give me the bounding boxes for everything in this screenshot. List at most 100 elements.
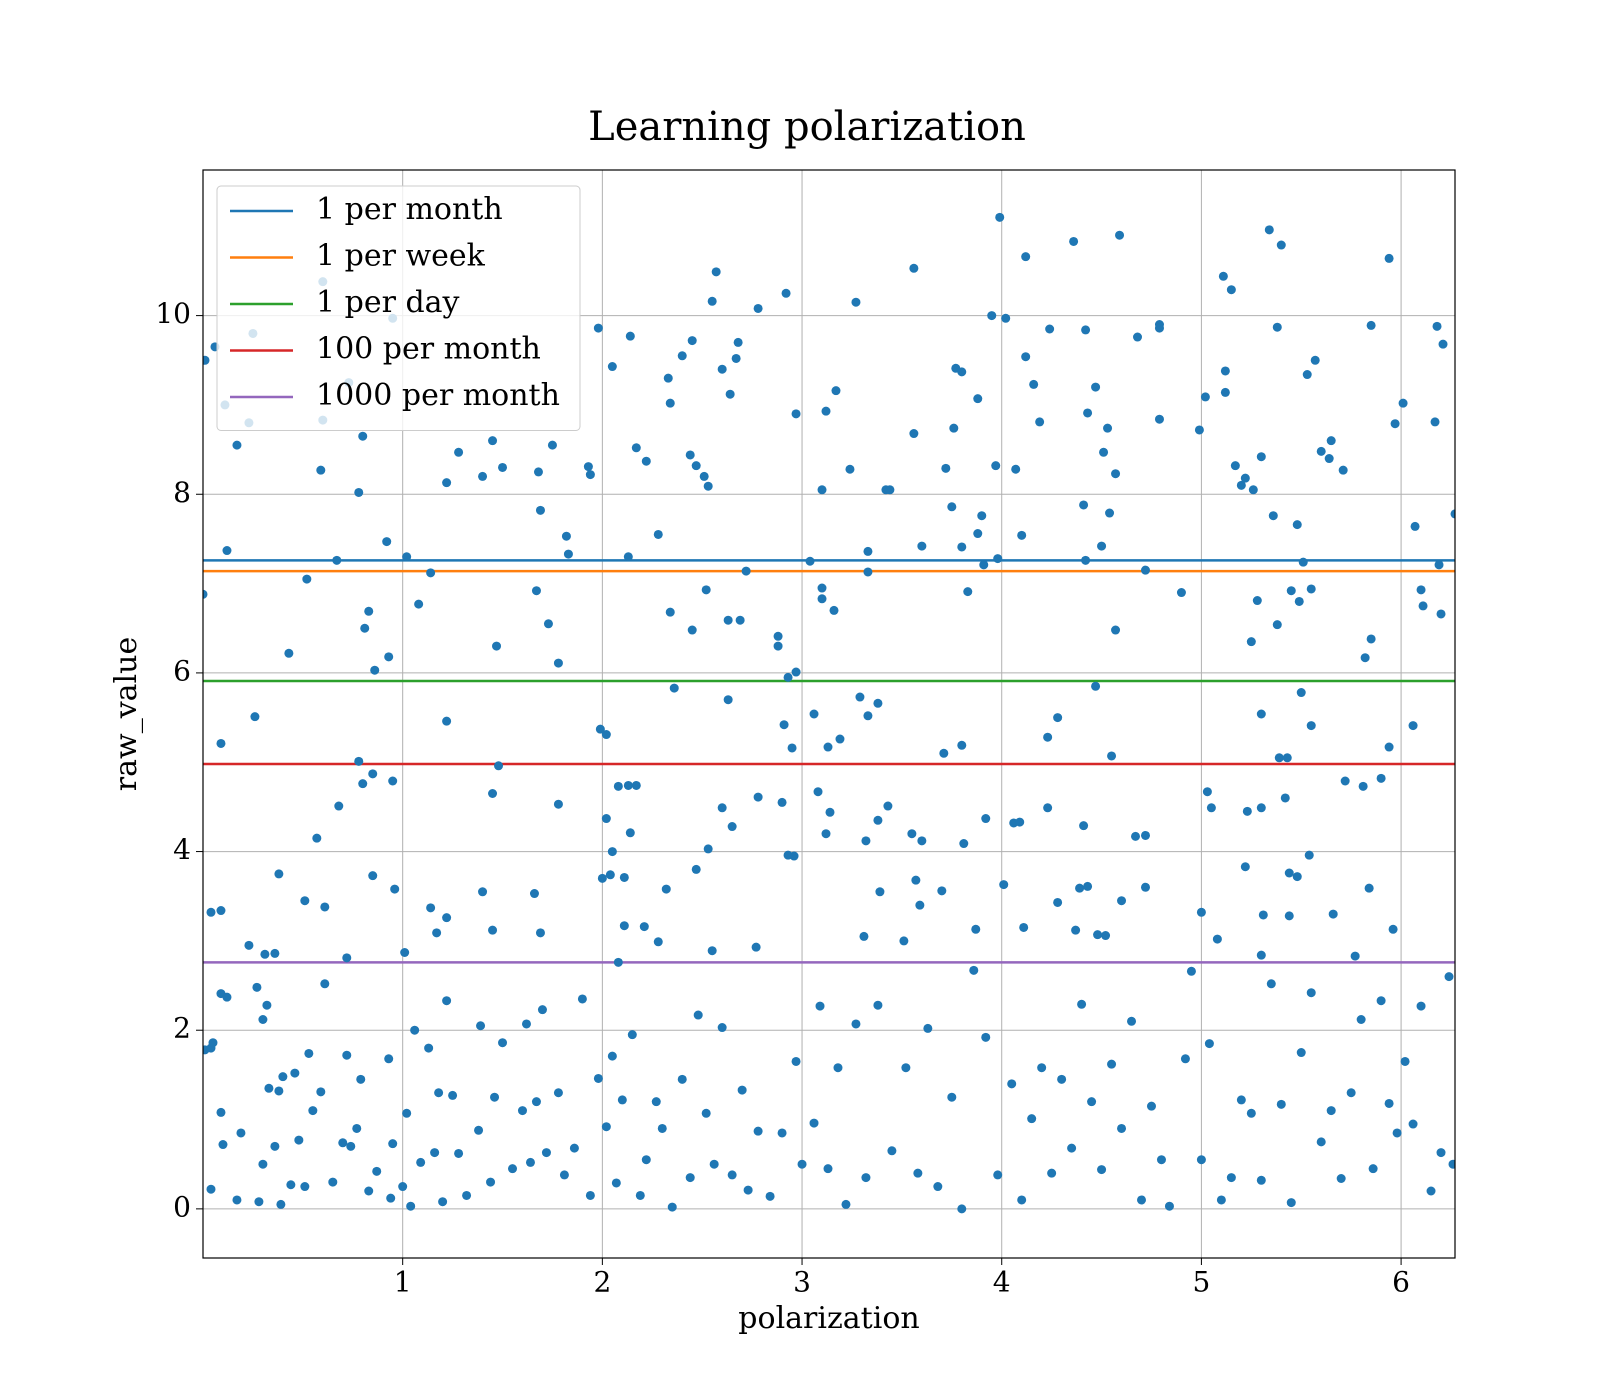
point xyxy=(553,1088,563,1098)
point xyxy=(789,851,799,861)
point xyxy=(352,1123,362,1133)
point xyxy=(607,1051,617,1061)
point xyxy=(274,869,284,879)
point xyxy=(1306,721,1316,731)
point xyxy=(791,409,801,419)
point xyxy=(1268,511,1278,521)
point xyxy=(1246,637,1256,647)
point xyxy=(717,364,727,374)
point xyxy=(859,931,869,941)
point xyxy=(1087,1097,1097,1107)
point xyxy=(1256,950,1266,960)
point xyxy=(236,1128,246,1138)
point xyxy=(817,485,827,495)
point xyxy=(741,566,751,576)
point xyxy=(971,924,981,934)
point xyxy=(821,829,831,839)
plot-frame xyxy=(202,169,1456,1259)
point xyxy=(979,560,989,570)
point xyxy=(1099,447,1109,457)
point xyxy=(873,698,883,708)
point xyxy=(641,456,651,466)
point xyxy=(1204,1039,1214,1049)
point xyxy=(232,440,242,450)
point xyxy=(977,511,987,521)
point xyxy=(1246,1108,1256,1118)
point xyxy=(462,1190,472,1200)
point xyxy=(937,886,947,896)
point xyxy=(1292,872,1302,882)
point xyxy=(1035,417,1045,427)
point xyxy=(601,1122,611,1132)
point xyxy=(442,996,452,1006)
point xyxy=(278,1072,288,1082)
point xyxy=(264,1083,274,1093)
point xyxy=(270,948,280,958)
point xyxy=(494,761,504,771)
point xyxy=(216,906,226,916)
point xyxy=(833,1063,843,1073)
point xyxy=(244,940,254,950)
point xyxy=(623,552,633,562)
point xyxy=(490,1092,500,1102)
point xyxy=(1103,423,1113,433)
point xyxy=(1430,417,1440,427)
point xyxy=(899,936,909,946)
point xyxy=(845,464,855,474)
point xyxy=(553,799,563,809)
point xyxy=(442,716,452,726)
point xyxy=(723,615,733,625)
point xyxy=(1242,806,1252,816)
point xyxy=(260,949,270,959)
point xyxy=(995,212,1005,222)
point xyxy=(414,599,424,609)
point xyxy=(669,683,679,693)
point xyxy=(569,1143,579,1153)
point xyxy=(486,1177,496,1187)
y-tick-label: 6 xyxy=(173,654,191,687)
point xyxy=(731,353,741,363)
point xyxy=(809,709,819,719)
x-axis-label: polarization xyxy=(738,1301,919,1336)
point xyxy=(1416,585,1426,595)
x-tick-label: 3 xyxy=(793,1266,811,1299)
point xyxy=(693,1010,703,1020)
point xyxy=(947,1092,957,1102)
point xyxy=(1408,721,1418,731)
point xyxy=(535,928,545,938)
point xyxy=(547,440,557,450)
point xyxy=(1017,530,1027,540)
point xyxy=(577,994,587,1004)
y-tick-label: 4 xyxy=(173,833,191,866)
point xyxy=(1324,454,1334,464)
point xyxy=(797,1159,807,1169)
point xyxy=(1200,392,1210,402)
point xyxy=(430,1148,440,1158)
point xyxy=(651,1097,661,1107)
point xyxy=(402,1108,412,1118)
point xyxy=(442,913,452,923)
point xyxy=(1083,408,1093,418)
point xyxy=(809,1118,819,1128)
point xyxy=(270,1141,280,1151)
point xyxy=(765,1191,775,1201)
point xyxy=(753,792,763,802)
point xyxy=(250,712,260,722)
point xyxy=(1416,1001,1426,1011)
point xyxy=(1256,709,1266,719)
point xyxy=(286,1180,296,1190)
point xyxy=(851,1019,861,1029)
point xyxy=(777,797,787,807)
point xyxy=(384,1054,394,1064)
point xyxy=(386,1193,396,1203)
point xyxy=(783,672,793,682)
point xyxy=(639,922,649,932)
point xyxy=(498,1038,508,1048)
point xyxy=(883,801,893,811)
point xyxy=(855,692,865,702)
point xyxy=(813,787,823,797)
point xyxy=(623,780,633,790)
point xyxy=(817,583,827,593)
point xyxy=(635,1190,645,1200)
point xyxy=(981,1032,991,1042)
